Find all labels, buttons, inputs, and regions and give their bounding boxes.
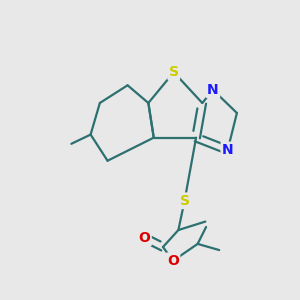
Text: O: O [167,254,179,268]
Text: O: O [139,231,150,245]
Text: N: N [222,143,233,157]
Text: S: S [169,65,179,79]
Text: N: N [207,83,219,97]
Text: S: S [179,194,190,208]
